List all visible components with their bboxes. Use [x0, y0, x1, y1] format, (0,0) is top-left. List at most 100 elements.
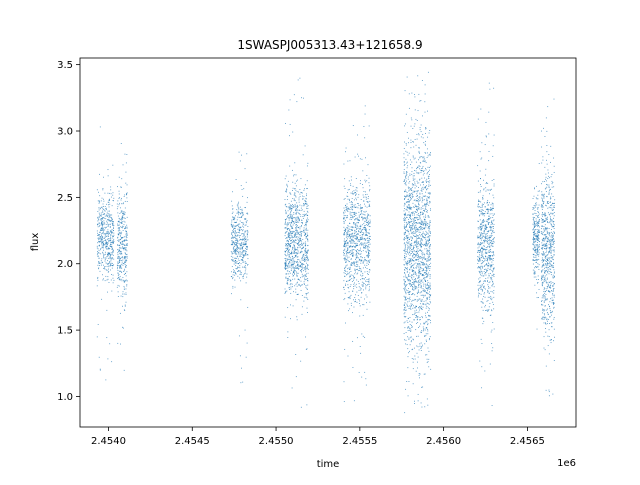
data-point	[296, 224, 297, 225]
data-point	[230, 224, 232, 226]
data-point	[493, 237, 495, 239]
data-point	[357, 244, 359, 246]
data-point	[417, 266, 419, 268]
data-point	[237, 255, 239, 257]
data-point	[305, 222, 307, 224]
data-point	[290, 253, 291, 255]
data-point	[363, 278, 365, 280]
data-point	[414, 169, 415, 171]
data-point	[412, 218, 414, 220]
data-point	[288, 289, 290, 290]
data-point	[117, 253, 119, 255]
data-point	[294, 267, 296, 269]
data-point	[403, 322, 405, 324]
data-point	[421, 197, 423, 198]
data-point	[245, 266, 247, 268]
data-point	[426, 340, 427, 342]
data-point	[490, 255, 492, 257]
data-point	[235, 225, 237, 227]
data-point	[368, 244, 370, 245]
data-point	[421, 264, 423, 266]
data-point	[124, 239, 126, 241]
data-point	[304, 267, 306, 269]
data-point	[427, 259, 429, 261]
data-point	[369, 189, 371, 190]
data-point	[346, 253, 348, 255]
data-point	[360, 180, 361, 182]
data-point	[405, 285, 407, 287]
data-point	[365, 378, 367, 380]
data-point	[293, 236, 295, 238]
data-point	[306, 205, 308, 207]
data-point	[293, 261, 295, 263]
data-point	[298, 242, 300, 244]
data-point	[106, 220, 108, 222]
data-point	[300, 234, 302, 235]
data-point	[488, 287, 490, 289]
data-point	[299, 238, 301, 240]
data-point	[284, 262, 286, 264]
data-point	[353, 254, 355, 256]
data-point	[244, 329, 246, 331]
data-point	[343, 381, 345, 383]
data-point	[344, 241, 346, 243]
data-point	[411, 260, 413, 262]
data-point	[411, 321, 413, 323]
data-point	[343, 253, 345, 254]
data-point	[349, 218, 351, 220]
data-point	[237, 251, 239, 253]
data-point	[414, 181, 416, 183]
data-point	[233, 247, 235, 249]
data-point	[239, 235, 241, 237]
data-point	[364, 205, 366, 207]
data-point	[369, 215, 371, 217]
data-point	[122, 291, 124, 293]
data-point	[287, 307, 289, 309]
data-point	[367, 221, 369, 223]
data-point	[296, 294, 298, 295]
data-point	[423, 278, 425, 280]
data-point	[409, 284, 411, 286]
data-point	[417, 210, 418, 212]
data-point	[415, 228, 417, 230]
data-point	[408, 196, 410, 198]
data-point	[487, 267, 489, 269]
data-point	[356, 253, 358, 254]
data-point	[421, 259, 423, 261]
data-point	[409, 294, 411, 295]
data-point	[304, 248, 306, 250]
data-point	[355, 206, 356, 208]
data-point	[478, 259, 480, 261]
data-point	[419, 249, 421, 251]
data-point	[120, 143, 122, 144]
data-point	[408, 142, 409, 144]
data-point	[120, 250, 122, 252]
data-point	[243, 222, 245, 224]
data-point	[405, 306, 407, 308]
data-point	[485, 224, 487, 226]
data-point	[121, 256, 123, 258]
data-point	[287, 210, 289, 212]
data-point	[234, 261, 236, 263]
data-point	[490, 265, 492, 267]
data-point	[307, 219, 309, 221]
data-point	[351, 264, 353, 266]
data-point	[416, 255, 418, 257]
data-point	[289, 123, 291, 125]
data-point	[245, 239, 246, 241]
data-point	[417, 286, 419, 288]
data-point	[356, 244, 357, 246]
data-point	[299, 240, 301, 242]
data-point	[421, 250, 423, 252]
data-point	[362, 284, 364, 286]
data-point	[232, 208, 234, 210]
data-point	[292, 257, 294, 259]
data-point	[364, 217, 366, 219]
data-point	[235, 265, 237, 267]
data-point	[416, 318, 418, 320]
data-point	[296, 243, 298, 244]
data-point	[419, 147, 420, 149]
data-point	[408, 231, 409, 233]
data-point	[294, 252, 296, 254]
data-point	[287, 232, 289, 234]
